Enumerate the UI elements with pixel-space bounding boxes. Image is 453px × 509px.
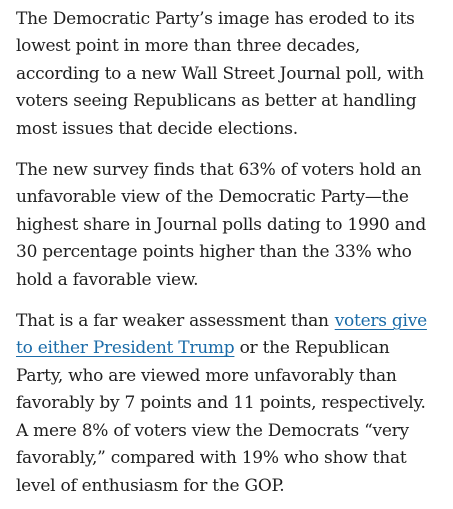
article-paragraph-2: The new survey finds that 63% of voters …	[16, 160, 426, 290]
voters-trump-link[interactable]: voters give to either President Trump	[16, 311, 427, 359]
article-paragraph-3: That is a far weaker assessment than vote…	[16, 308, 439, 500]
paragraph-3-lead-text: That is a far weaker assessment than	[16, 311, 329, 332]
article-paragraph-1: The Democratic Party’s image has eroded …	[16, 9, 424, 139]
paragraph-3-trailing-text: or the Republican Party, who are viewed …	[16, 338, 426, 496]
